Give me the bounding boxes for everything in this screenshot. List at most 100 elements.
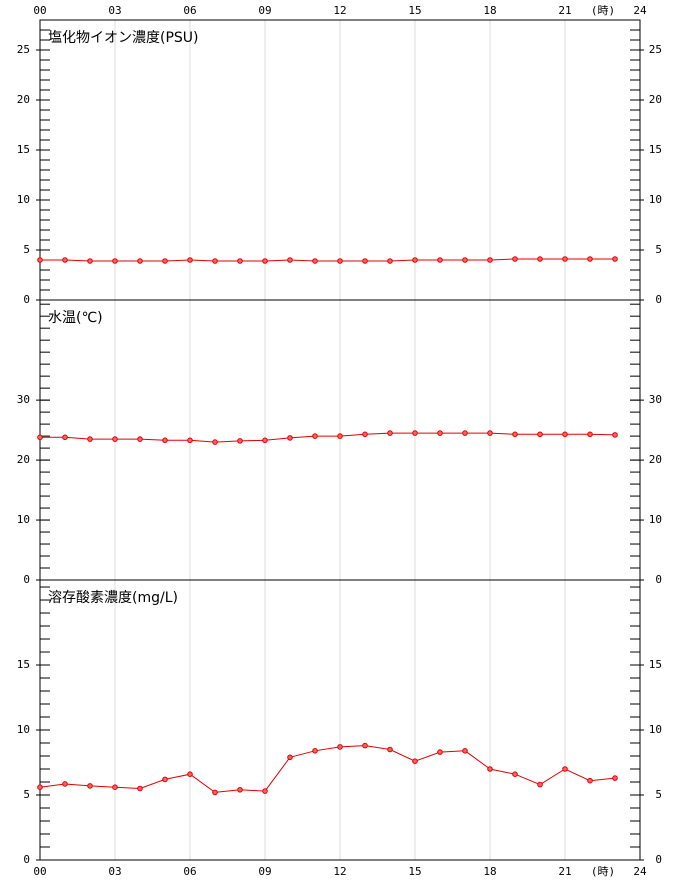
data-point — [487, 257, 493, 263]
x-tick-label: 15 — [408, 865, 421, 878]
x-tick-label: 00 — [33, 865, 46, 878]
data-point — [437, 749, 443, 755]
data-point — [612, 256, 618, 262]
y-tick-label: 30 — [649, 393, 662, 406]
y-tick-label: 0 — [23, 573, 30, 586]
data-point — [587, 777, 593, 784]
data-line — [40, 432, 616, 443]
data-point — [287, 754, 293, 761]
data-point — [512, 256, 518, 262]
data-point — [537, 781, 543, 788]
data-line — [39, 745, 616, 793]
data-point — [262, 258, 268, 264]
data-point — [512, 431, 518, 438]
data-point — [237, 787, 243, 793]
data-point — [37, 784, 43, 791]
data-point — [587, 431, 593, 438]
data-point — [412, 257, 418, 263]
x-tick-label: 03 — [108, 4, 121, 17]
y-tick-label: 20 — [649, 453, 662, 466]
data-point — [562, 766, 568, 772]
y-tick-label: 0 — [655, 573, 662, 586]
data-point — [262, 788, 268, 794]
y-tick-label: 25 — [649, 43, 662, 56]
y-tick-label: 15 — [17, 143, 30, 156]
x-tick-label: 12 — [333, 865, 346, 878]
data-point — [112, 784, 118, 791]
x-tick-label: 18 — [483, 4, 496, 17]
data-point — [87, 436, 93, 442]
data-point — [487, 430, 493, 436]
y-tick-label: 0 — [655, 293, 662, 306]
y-tick-label: 10 — [17, 513, 30, 526]
data-point — [587, 256, 593, 262]
data-point — [37, 257, 43, 263]
data-point — [337, 433, 343, 439]
x-tick-label: 09 — [258, 865, 271, 878]
data-point — [212, 439, 218, 445]
data-point — [162, 776, 168, 783]
x-tick-label: 06 — [183, 865, 196, 878]
data-point — [187, 771, 193, 778]
y-tick-label: 10 — [17, 723, 30, 736]
y-tick-label: 5 — [23, 788, 30, 801]
data-point — [287, 435, 293, 441]
x-tick-label: 06 — [183, 4, 196, 17]
data-point — [37, 434, 43, 441]
x-tick-label: 24 — [633, 865, 647, 878]
data-point — [187, 257, 193, 263]
x-tick-label: 15 — [408, 4, 421, 17]
data-point — [312, 433, 318, 439]
data-point — [412, 758, 418, 765]
data-point — [387, 746, 393, 753]
y-tick-label: 15 — [17, 658, 30, 671]
data-point — [312, 258, 318, 264]
data-point — [237, 258, 243, 264]
y-tick-label: 0 — [23, 853, 30, 866]
data-point — [512, 771, 518, 778]
y-tick-label: 20 — [17, 93, 30, 106]
data-point — [537, 256, 543, 262]
data-point — [537, 431, 543, 438]
data-point — [462, 430, 468, 436]
data-point — [437, 430, 443, 436]
y-tick-label: 15 — [649, 658, 662, 671]
y-tick-label: 10 — [649, 513, 662, 526]
x-tick-label: 00 — [33, 4, 46, 17]
y-tick-label: 5 — [655, 788, 662, 801]
data-point — [437, 257, 443, 263]
y-tick-label: 5 — [23, 243, 30, 256]
y-tick-label: 30 — [17, 393, 30, 406]
y-tick-label: 10 — [649, 193, 662, 206]
x-tick-label: 24 — [633, 4, 647, 17]
data-point — [562, 431, 568, 438]
data-point — [137, 785, 143, 792]
data-point — [137, 258, 143, 264]
x-tick-label: 12 — [333, 4, 346, 17]
plot-frame — [39, 579, 641, 861]
data-point — [112, 436, 118, 442]
data-point — [162, 437, 168, 444]
data-point — [187, 437, 193, 444]
panel-title: 水温(℃) — [48, 310, 103, 326]
x-tick-label: 09 — [258, 4, 271, 17]
x-tick-label: 18 — [483, 865, 496, 878]
data-point — [462, 748, 468, 754]
data-point — [387, 258, 393, 264]
data-point — [612, 432, 618, 438]
data-point — [612, 775, 618, 781]
data-point — [387, 430, 393, 436]
y-tick-label: 10 — [649, 723, 662, 736]
data-point — [312, 748, 318, 754]
data-point — [337, 744, 343, 750]
y-tick-label: 25 — [17, 43, 30, 56]
data-point — [462, 257, 468, 263]
y-tick-label: 10 — [17, 193, 30, 206]
data-point — [362, 742, 368, 749]
data-point — [62, 257, 68, 263]
x-unit: (時) — [591, 4, 615, 17]
x-tick-label: 21 — [558, 4, 571, 17]
data-point — [212, 258, 218, 264]
y-tick-label: 15 — [649, 143, 662, 156]
panel-title: 溶存酸素濃度(mg/L) — [48, 590, 178, 606]
